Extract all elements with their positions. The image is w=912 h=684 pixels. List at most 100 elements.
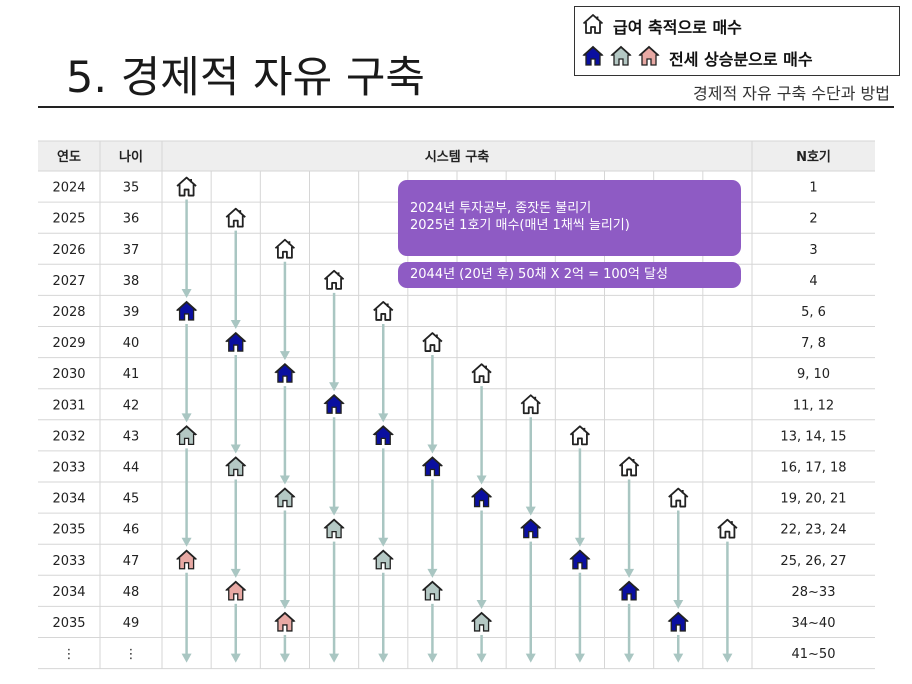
cell-n: 19, 20, 21 xyxy=(780,492,846,507)
outline-house-icon xyxy=(274,238,296,259)
cell-year: 2029 xyxy=(52,336,85,351)
timeline-arrowhead xyxy=(230,568,241,578)
timeline-arrowhead xyxy=(181,288,192,298)
outline-house-icon xyxy=(176,176,197,197)
outline-house-icon xyxy=(323,269,345,290)
header-age: 나이 xyxy=(119,149,143,165)
timeline-arrowhead xyxy=(378,537,389,547)
timeline-arrowhead xyxy=(230,444,241,454)
cell-year: 2034 xyxy=(52,585,85,600)
gray-house-icon xyxy=(421,580,444,601)
outline-house-icon xyxy=(471,363,492,384)
banner-line-2: 2025년 1호기 매수(매년 1채씩 늘리기) xyxy=(410,218,630,233)
cell-age: 36 xyxy=(123,212,140,227)
header-n: N호기 xyxy=(796,150,831,165)
blue-house-icon xyxy=(581,44,609,72)
blue-house-icon xyxy=(470,487,493,508)
timeline-arrowhead xyxy=(329,653,340,663)
blue-house-icon xyxy=(421,456,444,477)
cell-age: ⋮ xyxy=(125,647,138,662)
gray-house-icon xyxy=(372,549,394,570)
gray-house-icon xyxy=(470,611,493,632)
cell-n: 3 xyxy=(809,243,817,258)
pink-house-icon xyxy=(274,611,296,632)
timeline-arrowhead xyxy=(427,444,438,454)
timeline-arrowhead xyxy=(181,413,192,423)
timeline-arrowhead xyxy=(329,382,340,392)
blue-house-icon xyxy=(175,300,198,321)
cell-n: 13, 14, 15 xyxy=(780,429,846,444)
cell-age: 47 xyxy=(123,554,140,569)
timeline-arrowhead xyxy=(624,568,635,578)
header-year: 연도 xyxy=(57,150,81,165)
cell-age: 46 xyxy=(123,523,140,538)
cell-year: 2028 xyxy=(52,305,85,320)
page-subtitle: 경제적 자유 구축 수단과 방법 xyxy=(693,84,890,103)
blue-house-icon xyxy=(667,611,689,632)
cell-n: 28~33 xyxy=(792,585,836,600)
blue-house-icon xyxy=(520,518,542,539)
legend-row-salary: 급여 축적으로 매수 xyxy=(581,11,742,41)
table-header-bg xyxy=(38,141,875,171)
gray-house-icon xyxy=(609,44,637,72)
page-title: 5. 경제적 자유 구축 xyxy=(66,53,425,103)
timeline-arrowhead xyxy=(181,537,192,547)
cell-year: 2025 xyxy=(52,212,85,227)
timeline-arrowhead xyxy=(525,506,536,516)
cell-age: 45 xyxy=(123,492,140,507)
blue-house-icon xyxy=(323,394,345,414)
cell-year: 2035 xyxy=(52,523,85,538)
gray-house-icon xyxy=(225,456,247,477)
timeline-arrowhead xyxy=(378,413,389,423)
blue-house-icon xyxy=(274,362,296,383)
study-plan-banner: 2024년 투자공부, 종잣돈 불리기 2025년 1호기 매수(매년 1채씩 … xyxy=(398,180,741,256)
outline-house-icon xyxy=(569,425,591,446)
cell-n: 4 xyxy=(809,274,817,289)
cell-year: 2033 xyxy=(52,554,85,569)
cell-n: 11, 12 xyxy=(793,398,834,413)
cell-age: 40 xyxy=(123,336,140,351)
timeline-arrowhead xyxy=(476,475,487,485)
cell-age: 41 xyxy=(123,367,140,382)
gray-house-icon xyxy=(274,487,296,508)
outline-house-icon xyxy=(422,332,443,352)
timeline-arrowhead xyxy=(673,653,684,663)
timeline-arrowhead xyxy=(181,653,192,663)
cell-age: 48 xyxy=(123,585,140,600)
cell-year: 2034 xyxy=(52,492,85,507)
legend-row-deposit: 전세 상승분으로 매수 xyxy=(581,43,813,73)
cell-age: 38 xyxy=(123,274,140,289)
cell-year: 2026 xyxy=(52,243,85,258)
cell-n: 5, 6 xyxy=(801,305,826,320)
timeline-arrowhead xyxy=(378,653,389,663)
goal-banner: 2044년 (20년 후) 50채 X 2억 = 100억 달성 xyxy=(398,262,741,288)
cell-year: 2027 xyxy=(52,274,85,289)
blue-house-icon xyxy=(372,425,394,446)
blue-house-icon xyxy=(569,549,591,570)
cell-year: 2024 xyxy=(52,181,85,196)
cell-year: ⋮ xyxy=(63,647,76,662)
timeline-arrowhead xyxy=(476,653,487,663)
cell-n: 22, 23, 24 xyxy=(780,523,846,538)
cell-n: 1 xyxy=(809,181,817,196)
cell-n: 41~50 xyxy=(792,647,836,662)
cell-age: 49 xyxy=(123,616,140,631)
banner-line-1: 2024년 투자공부, 종잣돈 불리기 xyxy=(410,201,592,216)
timeline-arrowhead xyxy=(574,653,585,663)
timeline-arrowhead xyxy=(427,568,438,578)
cell-n: 25, 26, 27 xyxy=(780,554,846,569)
timeline-arrowhead xyxy=(279,599,290,609)
cell-year: 2031 xyxy=(52,398,85,413)
header-system: 시스템 구축 xyxy=(425,149,489,165)
cell-age: 37 xyxy=(123,243,140,258)
legend-deposit-label: 전세 상승분으로 매수 xyxy=(669,50,813,69)
cell-year: 2030 xyxy=(52,367,85,382)
timeline-arrowhead xyxy=(427,653,438,663)
timeline-arrowhead xyxy=(230,653,241,663)
cell-n: 16, 17, 18 xyxy=(780,460,846,475)
outline-house-icon xyxy=(581,12,609,40)
timeline-arrowhead xyxy=(722,653,733,663)
cell-age: 42 xyxy=(123,398,140,413)
timeline-arrowhead xyxy=(525,653,536,663)
